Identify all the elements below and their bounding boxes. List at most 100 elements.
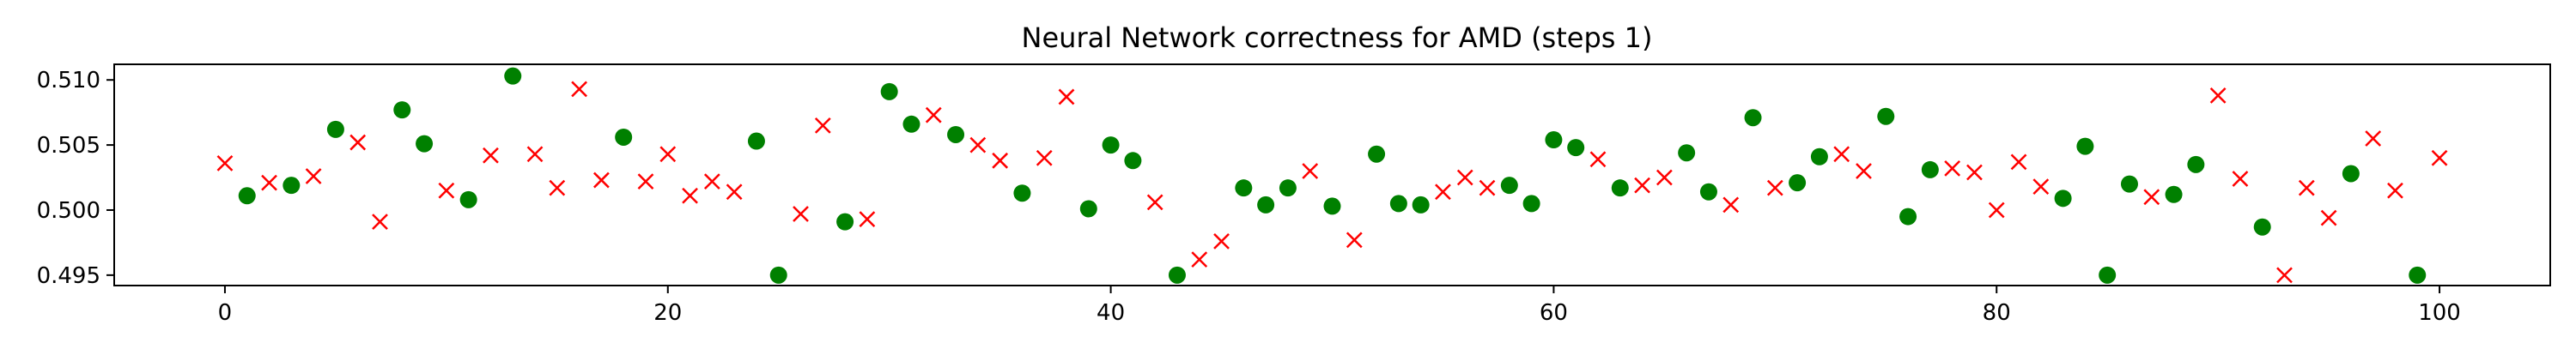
x-tick-label: 20 [653, 300, 682, 326]
data-point-x [1634, 177, 1650, 194]
data-point-circle [1389, 195, 1407, 213]
data-point-x [1966, 164, 1983, 181]
data-point-x [1856, 163, 1872, 179]
data-point-x [1146, 194, 1163, 211]
data-markers [216, 67, 2448, 284]
y-tick-label: 0.495 [37, 263, 100, 289]
data-point-circle [1168, 266, 1186, 284]
data-point-x [1456, 169, 1473, 186]
data-point-x [549, 179, 566, 196]
data-point-x [703, 173, 720, 190]
data-point-x [793, 206, 809, 222]
data-point-circle [1124, 152, 1142, 170]
data-point-x [1479, 179, 1496, 196]
y-tick-label: 0.500 [37, 198, 100, 224]
data-point-x [438, 182, 455, 199]
plot-frame [113, 63, 2551, 286]
y-axis: 0.495 0.500 0.505 0.510 [37, 68, 114, 289]
x-tick-label: 80 [1983, 300, 2011, 326]
data-point-circle [2099, 266, 2117, 284]
data-point-circle [836, 213, 854, 231]
data-point-x [925, 106, 942, 123]
data-point-circle [1368, 145, 1386, 163]
data-point-circle [2409, 266, 2427, 284]
y-tick-label: 0.510 [37, 68, 100, 93]
data-point-x [216, 154, 234, 172]
data-point-x [814, 117, 831, 134]
data-point-circle [1678, 144, 1696, 162]
data-point-x [992, 152, 1009, 169]
data-point-x [2365, 130, 2382, 147]
data-point-circle [2187, 155, 2205, 173]
data-point-circle [1412, 196, 1430, 214]
data-point-circle [1545, 131, 1563, 149]
data-point-x [2276, 267, 2293, 284]
data-point-circle [238, 187, 256, 205]
data-point-circle [1102, 136, 1120, 154]
data-point-x [372, 214, 388, 231]
data-point-x [1036, 149, 1053, 166]
data-point-circle [880, 82, 898, 100]
data-point-x [659, 146, 677, 163]
data-point-x [1656, 169, 1673, 186]
data-point-circle [1522, 195, 1540, 213]
y-tick-label: 0.505 [37, 133, 100, 159]
data-point-x [726, 184, 743, 201]
data-point-circle [393, 101, 411, 119]
data-point-circle [1500, 177, 1518, 195]
data-point-circle [2165, 185, 2183, 203]
data-point-circle [615, 128, 633, 146]
data-point-x [2298, 179, 2315, 196]
data-point-circle [1921, 160, 1939, 178]
data-point-x [2010, 153, 2027, 171]
data-point-circle [947, 125, 965, 143]
data-point-x [1435, 184, 1451, 201]
data-point-x [2032, 178, 2050, 196]
data-point-x [1766, 179, 1783, 196]
data-point-x [2431, 149, 2448, 166]
data-point-circle [2076, 137, 2094, 155]
x-axis: 0 20 40 60 80 100 [218, 286, 2461, 326]
data-point-x [859, 211, 876, 227]
x-tick-label: 0 [218, 300, 233, 326]
data-point-circle [1013, 184, 1031, 202]
data-point-x [349, 134, 367, 151]
data-point-circle [1810, 147, 1828, 165]
x-tick-label: 100 [2418, 300, 2461, 326]
data-point-x [2232, 171, 2249, 187]
data-point-circle [1079, 200, 1097, 218]
data-point-circle [769, 266, 787, 284]
data-point-x [1944, 160, 1961, 177]
data-point-x [305, 168, 322, 184]
data-point-x [2209, 87, 2227, 104]
data-point-x [2320, 209, 2337, 226]
data-point-circle [326, 120, 344, 138]
data-point-circle [2342, 165, 2360, 183]
data-point-x [593, 172, 610, 189]
data-point-circle [1279, 179, 1297, 197]
x-tick-label: 40 [1097, 300, 1125, 326]
data-point-circle [902, 115, 920, 133]
data-point-circle [1257, 196, 1275, 214]
data-point-circle [1567, 139, 1585, 157]
data-point-x [637, 173, 654, 190]
data-point-circle [1744, 109, 1762, 127]
data-point-circle [1611, 179, 1629, 197]
data-point-x [1346, 232, 1363, 249]
data-point-circle [1899, 208, 1917, 226]
data-point-circle [459, 190, 477, 208]
data-point-circle [416, 135, 434, 153]
data-point-circle [747, 132, 765, 150]
data-point-x [526, 146, 544, 163]
chart-title: Neural Network correctness for AMD (step… [1022, 21, 1653, 54]
data-point-x [682, 187, 698, 204]
data-point-circle [2054, 190, 2072, 208]
data-point-x [2143, 189, 2160, 206]
data-point-x [1988, 202, 2005, 219]
data-point-x [1833, 146, 1850, 163]
data-point-x [571, 81, 587, 98]
data-point-x [483, 147, 499, 164]
data-point-x [969, 136, 987, 153]
data-point-x [1213, 233, 1230, 250]
